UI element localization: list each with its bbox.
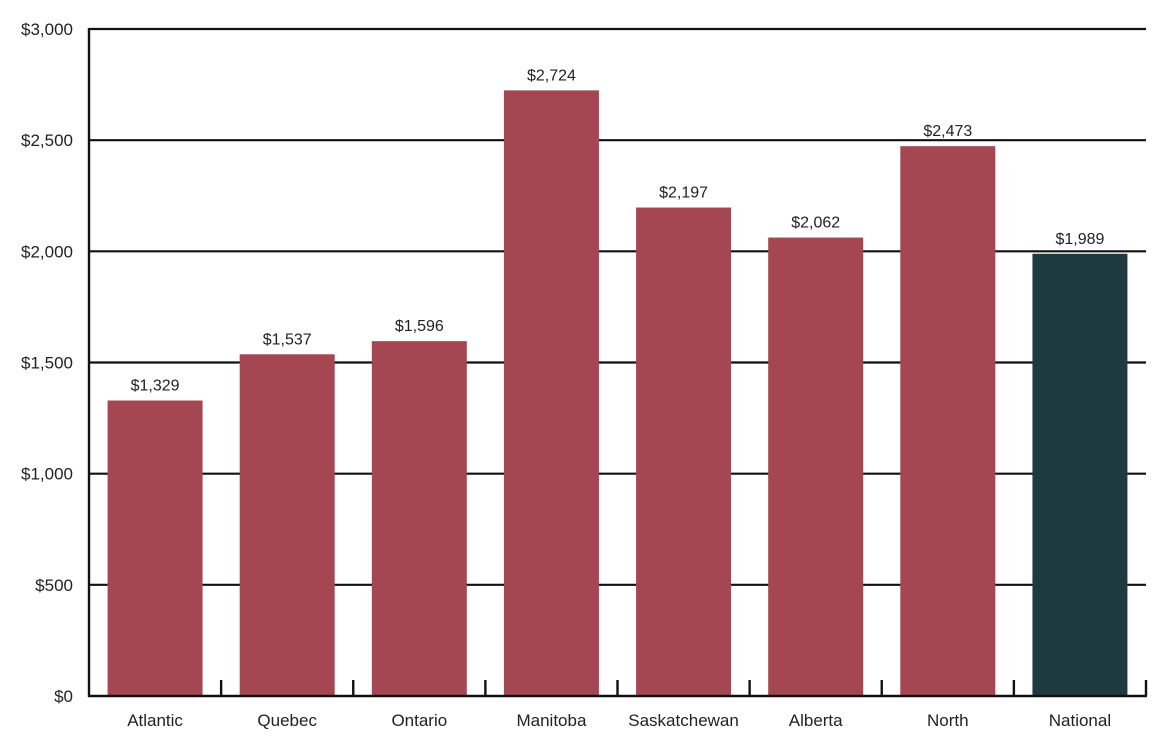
bar-alberta <box>768 237 864 697</box>
bar-national <box>1032 253 1128 697</box>
y-tick-label: $2,000 <box>21 242 73 261</box>
value-label: $2,062 <box>791 215 840 232</box>
x-tick-label: National <box>1049 711 1111 730</box>
bars <box>107 90 1128 697</box>
value-label: $2,197 <box>659 185 708 202</box>
value-label: $2,724 <box>527 67 576 84</box>
y-tick-label: $3,000 <box>21 20 73 39</box>
bar-ontario <box>371 341 467 696</box>
axes <box>87 28 1148 698</box>
x-tick-label: Saskatchewan <box>628 711 739 730</box>
x-tick-label: Quebec <box>257 711 317 730</box>
value-label: $2,473 <box>923 123 972 140</box>
bar-atlantic <box>107 400 203 696</box>
value-labels: $1,329 $1,537 $1,596 $2,724 $2,197 $2,062 $2,4… <box>131 67 1105 394</box>
value-label: $1,329 <box>131 378 180 395</box>
y-tick-label: $0 <box>54 687 73 706</box>
y-tick-label: $1,000 <box>21 465 73 484</box>
y-tick-label: $1,500 <box>21 354 73 373</box>
x-tick-label: North <box>927 711 969 730</box>
bar-saskatchewan <box>636 207 732 696</box>
x-tick-label: Ontario <box>391 711 447 730</box>
value-label: $1,537 <box>263 331 312 348</box>
x-tick-label: Alberta <box>789 711 843 730</box>
bar-north <box>900 146 996 696</box>
value-label: $1,989 <box>1055 231 1104 248</box>
y-axis-tick-labels: $0 $500 $1,000 $1,500 $2,000 $2,500 $3,000 <box>21 20 73 706</box>
y-tick-label: $500 <box>35 576 73 595</box>
bar-quebec <box>239 354 335 696</box>
value-label: $1,596 <box>395 318 444 335</box>
x-tick-label: Manitoba <box>516 711 586 730</box>
x-axis-tick-labels: Atlantic Quebec Ontario Manitoba Saskatchewa… <box>127 711 1111 730</box>
y-tick-label: $2,500 <box>21 131 73 150</box>
x-tick-label: Atlantic <box>127 711 183 730</box>
bar-manitoba <box>503 90 599 696</box>
